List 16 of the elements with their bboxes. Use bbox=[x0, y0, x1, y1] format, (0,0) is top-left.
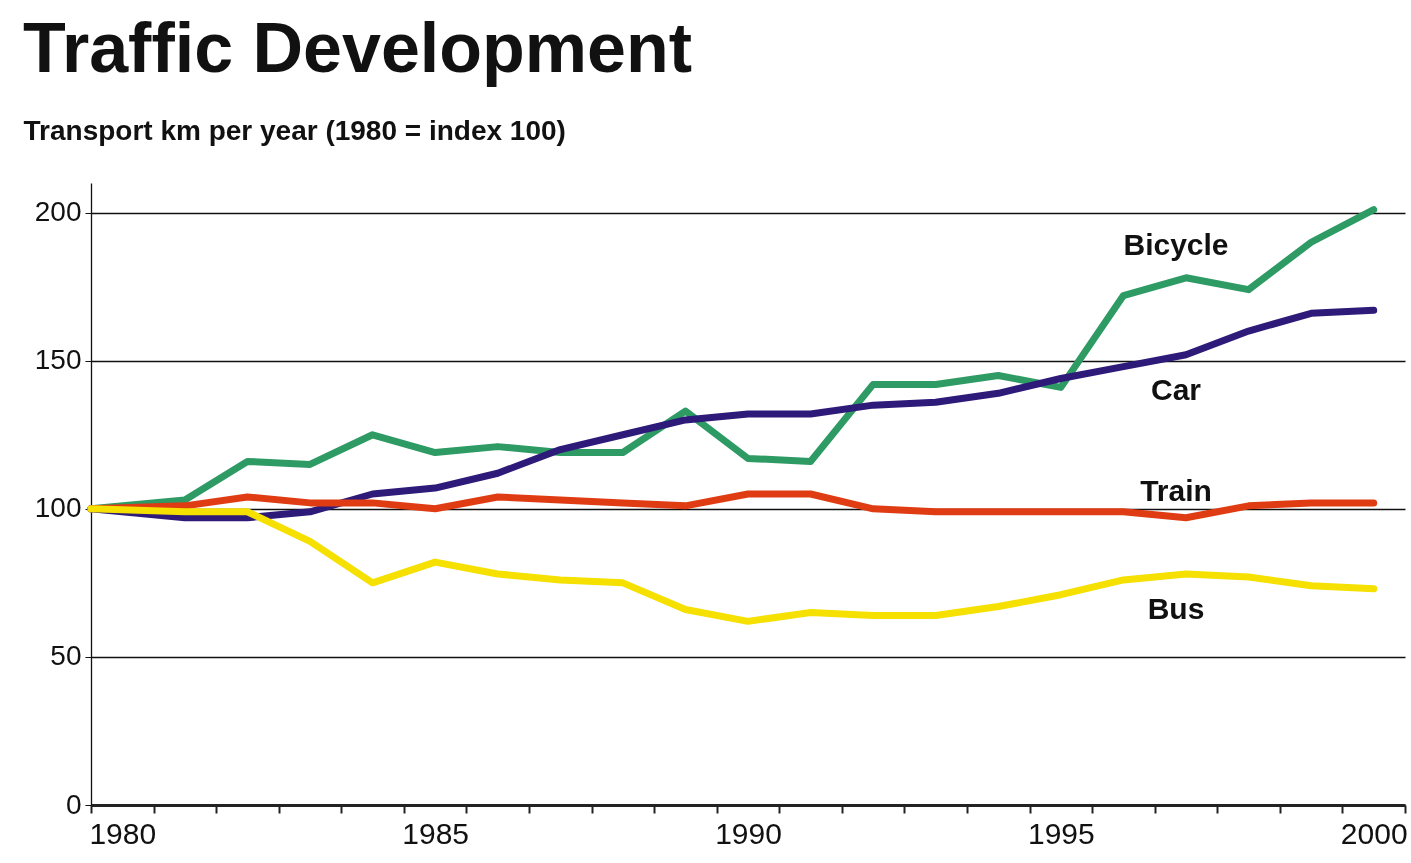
y-tick-label: 50 bbox=[50, 640, 82, 672]
series-label: Train bbox=[1140, 473, 1212, 507]
series-label: Bus bbox=[1147, 591, 1205, 625]
y-tick-label: 100 bbox=[34, 492, 82, 524]
series-label: Bicycle bbox=[1123, 227, 1229, 261]
x-tick-label: 1985 bbox=[402, 816, 470, 850]
chart-title: Traffic Development bbox=[23, 9, 693, 87]
y-axis-title: Transport km per year (1980 = index 100) bbox=[23, 114, 566, 146]
series-label: Car bbox=[1150, 372, 1202, 406]
y-tick-label: 200 bbox=[34, 196, 82, 228]
x-tick-label: 1990 bbox=[715, 816, 782, 850]
y-tick-label: 0 bbox=[65, 788, 82, 820]
x-tick-label: 2000 bbox=[1340, 816, 1408, 850]
x-tick-label: 1980 bbox=[89, 816, 157, 850]
y-tick-label: 150 bbox=[34, 344, 82, 376]
x-tick-label: 1995 bbox=[1027, 816, 1095, 850]
